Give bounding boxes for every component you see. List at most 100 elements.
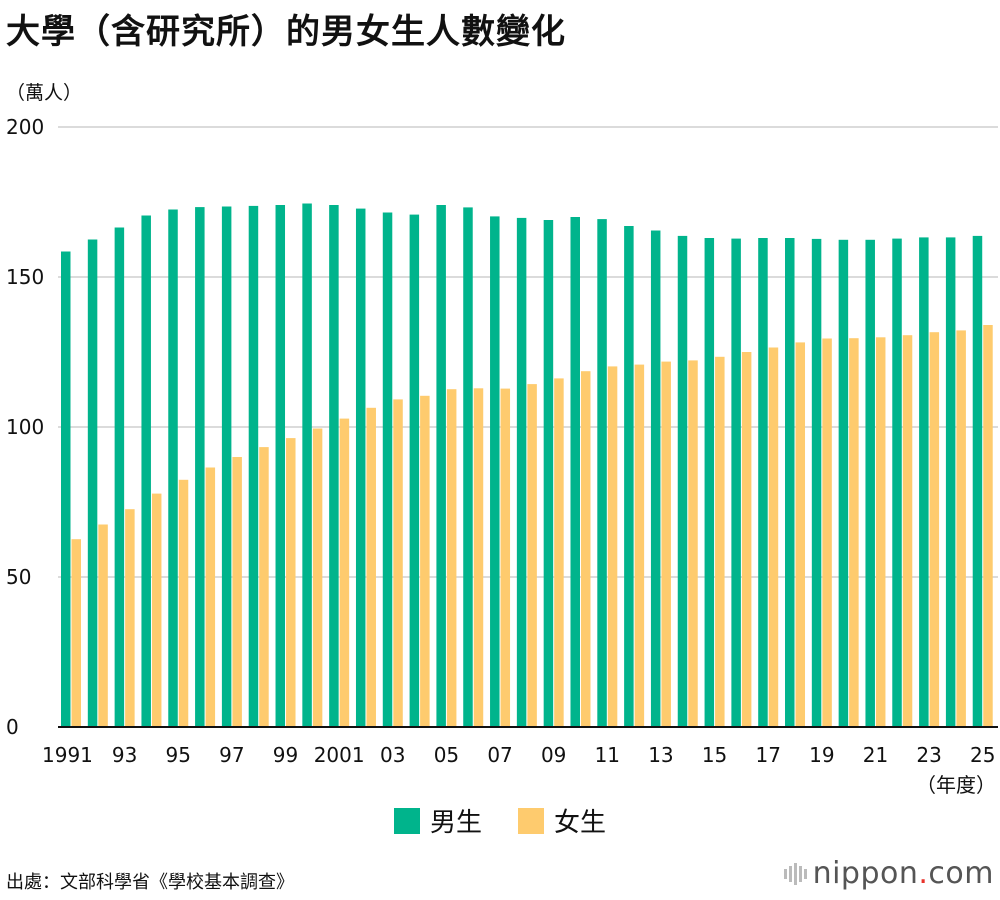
- x-tick-label: 93: [112, 743, 137, 767]
- bar-male: [195, 207, 205, 728]
- bar-female: [768, 347, 779, 727]
- bar-female: [527, 384, 537, 727]
- x-tick-label: 25: [970, 743, 995, 767]
- y-axis-unit-label: （萬人）: [6, 82, 83, 104]
- bar-chart: 0 50 100 150 200 1991 93 95 97 99 2001 03 05 07 09 11 13…: [6, 115, 998, 797]
- x-tick-label: 13: [648, 743, 673, 767]
- bar-female: [286, 438, 296, 727]
- bar-male: [436, 205, 446, 727]
- bar-male: [972, 235, 983, 727]
- legend-label-male: 男生: [429, 808, 482, 838]
- bar-male: [785, 238, 795, 727]
- bar-male: [811, 238, 822, 727]
- nippon-logo[interactable]: nippon.com: [783, 856, 994, 891]
- bar-female: [232, 457, 242, 727]
- bar-female: [178, 479, 189, 727]
- bar-female: [661, 361, 671, 727]
- bar-female: [795, 342, 806, 727]
- bar-male: [490, 216, 500, 727]
- x-tick-label: 19: [809, 743, 834, 767]
- bar-female: [983, 325, 993, 727]
- bar-male: [329, 205, 339, 727]
- bar-female: [339, 418, 350, 727]
- bar-male: [570, 217, 580, 727]
- x-axis-unit-label: （年度）: [916, 773, 996, 797]
- x-tick-label: 2001: [314, 743, 365, 767]
- y-tick-label: 0: [6, 715, 19, 739]
- bar-male: [355, 208, 366, 728]
- x-tick-label: 99: [273, 743, 298, 767]
- bar-male: [409, 214, 420, 728]
- bar-male: [838, 239, 849, 728]
- y-tick-label: 100: [6, 415, 44, 439]
- bar-female: [420, 395, 430, 727]
- x-tick-label: 11: [595, 743, 620, 767]
- bar-male: [275, 205, 286, 727]
- bar-male: [382, 212, 393, 727]
- bar-male: [248, 205, 259, 727]
- bar-female: [473, 388, 484, 727]
- bar-female: [849, 338, 859, 727]
- bar-female: [875, 337, 886, 727]
- bar-male: [463, 207, 473, 727]
- bar-female: [500, 388, 511, 727]
- bar-male: [141, 215, 151, 727]
- bar-female: [580, 371, 591, 727]
- legend: 男生 女生: [0, 802, 1000, 839]
- bar-female: [956, 330, 966, 727]
- x-tick-label: 15: [702, 743, 727, 767]
- bar-female: [259, 447, 269, 727]
- bar-female: [902, 335, 913, 727]
- x-tick-label: 95: [166, 743, 191, 767]
- bar-female: [634, 364, 645, 727]
- bar-female: [688, 360, 698, 727]
- bar-female: [393, 399, 403, 727]
- legend-item-male: 男生: [393, 802, 482, 839]
- bar-female: [98, 524, 108, 727]
- bar-female: [715, 356, 725, 727]
- bar-male: [87, 239, 98, 727]
- bar-female: [607, 366, 618, 727]
- bar-male: [302, 203, 312, 727]
- bar-male: [865, 239, 875, 728]
- bar-female: [366, 407, 376, 727]
- bar-female: [929, 332, 940, 727]
- bar-male: [516, 217, 527, 727]
- legend-label-female: 女生: [554, 808, 607, 838]
- logo-text: nippon.com: [812, 856, 994, 891]
- bar-male: [731, 238, 741, 727]
- bar-male: [624, 226, 634, 727]
- bar-female: [205, 467, 216, 727]
- x-tick-label: 17: [755, 743, 780, 767]
- x-tick-label: 1991: [42, 743, 93, 767]
- legend-item-female: 女生: [518, 802, 606, 839]
- bar-male: [221, 206, 232, 727]
- bar-male: [919, 237, 929, 727]
- logo-bars-icon: [783, 861, 807, 887]
- y-tick-label: 50: [6, 565, 31, 589]
- bar-female: [822, 338, 832, 727]
- chart-title: 大學（含研究所）的男女生人數變化: [6, 12, 566, 52]
- x-tick-label: 07: [487, 743, 512, 767]
- x-tick-label: 23: [916, 743, 941, 767]
- x-tick-label: 03: [380, 743, 405, 767]
- source-note: 出處：文部科學省《學校基本調查》: [6, 872, 294, 893]
- bar-male: [168, 209, 178, 727]
- bar-male: [945, 237, 956, 727]
- legend-swatch-male: [393, 807, 420, 834]
- bar-female: [741, 352, 752, 727]
- bar-male: [704, 238, 715, 727]
- y-tick-label: 200: [6, 115, 44, 139]
- bar-male: [650, 230, 661, 727]
- bar-female: [554, 378, 564, 727]
- bar-male: [677, 235, 688, 727]
- bar-male: [597, 219, 607, 727]
- bar-male: [543, 220, 554, 727]
- y-tick-label: 150: [6, 265, 44, 289]
- x-tick-label: 09: [541, 743, 566, 767]
- x-tick-label: 21: [863, 743, 888, 767]
- bar-male: [892, 238, 902, 727]
- bar-female: [312, 428, 323, 727]
- bar-female: [125, 509, 135, 727]
- bar-male: [61, 251, 71, 727]
